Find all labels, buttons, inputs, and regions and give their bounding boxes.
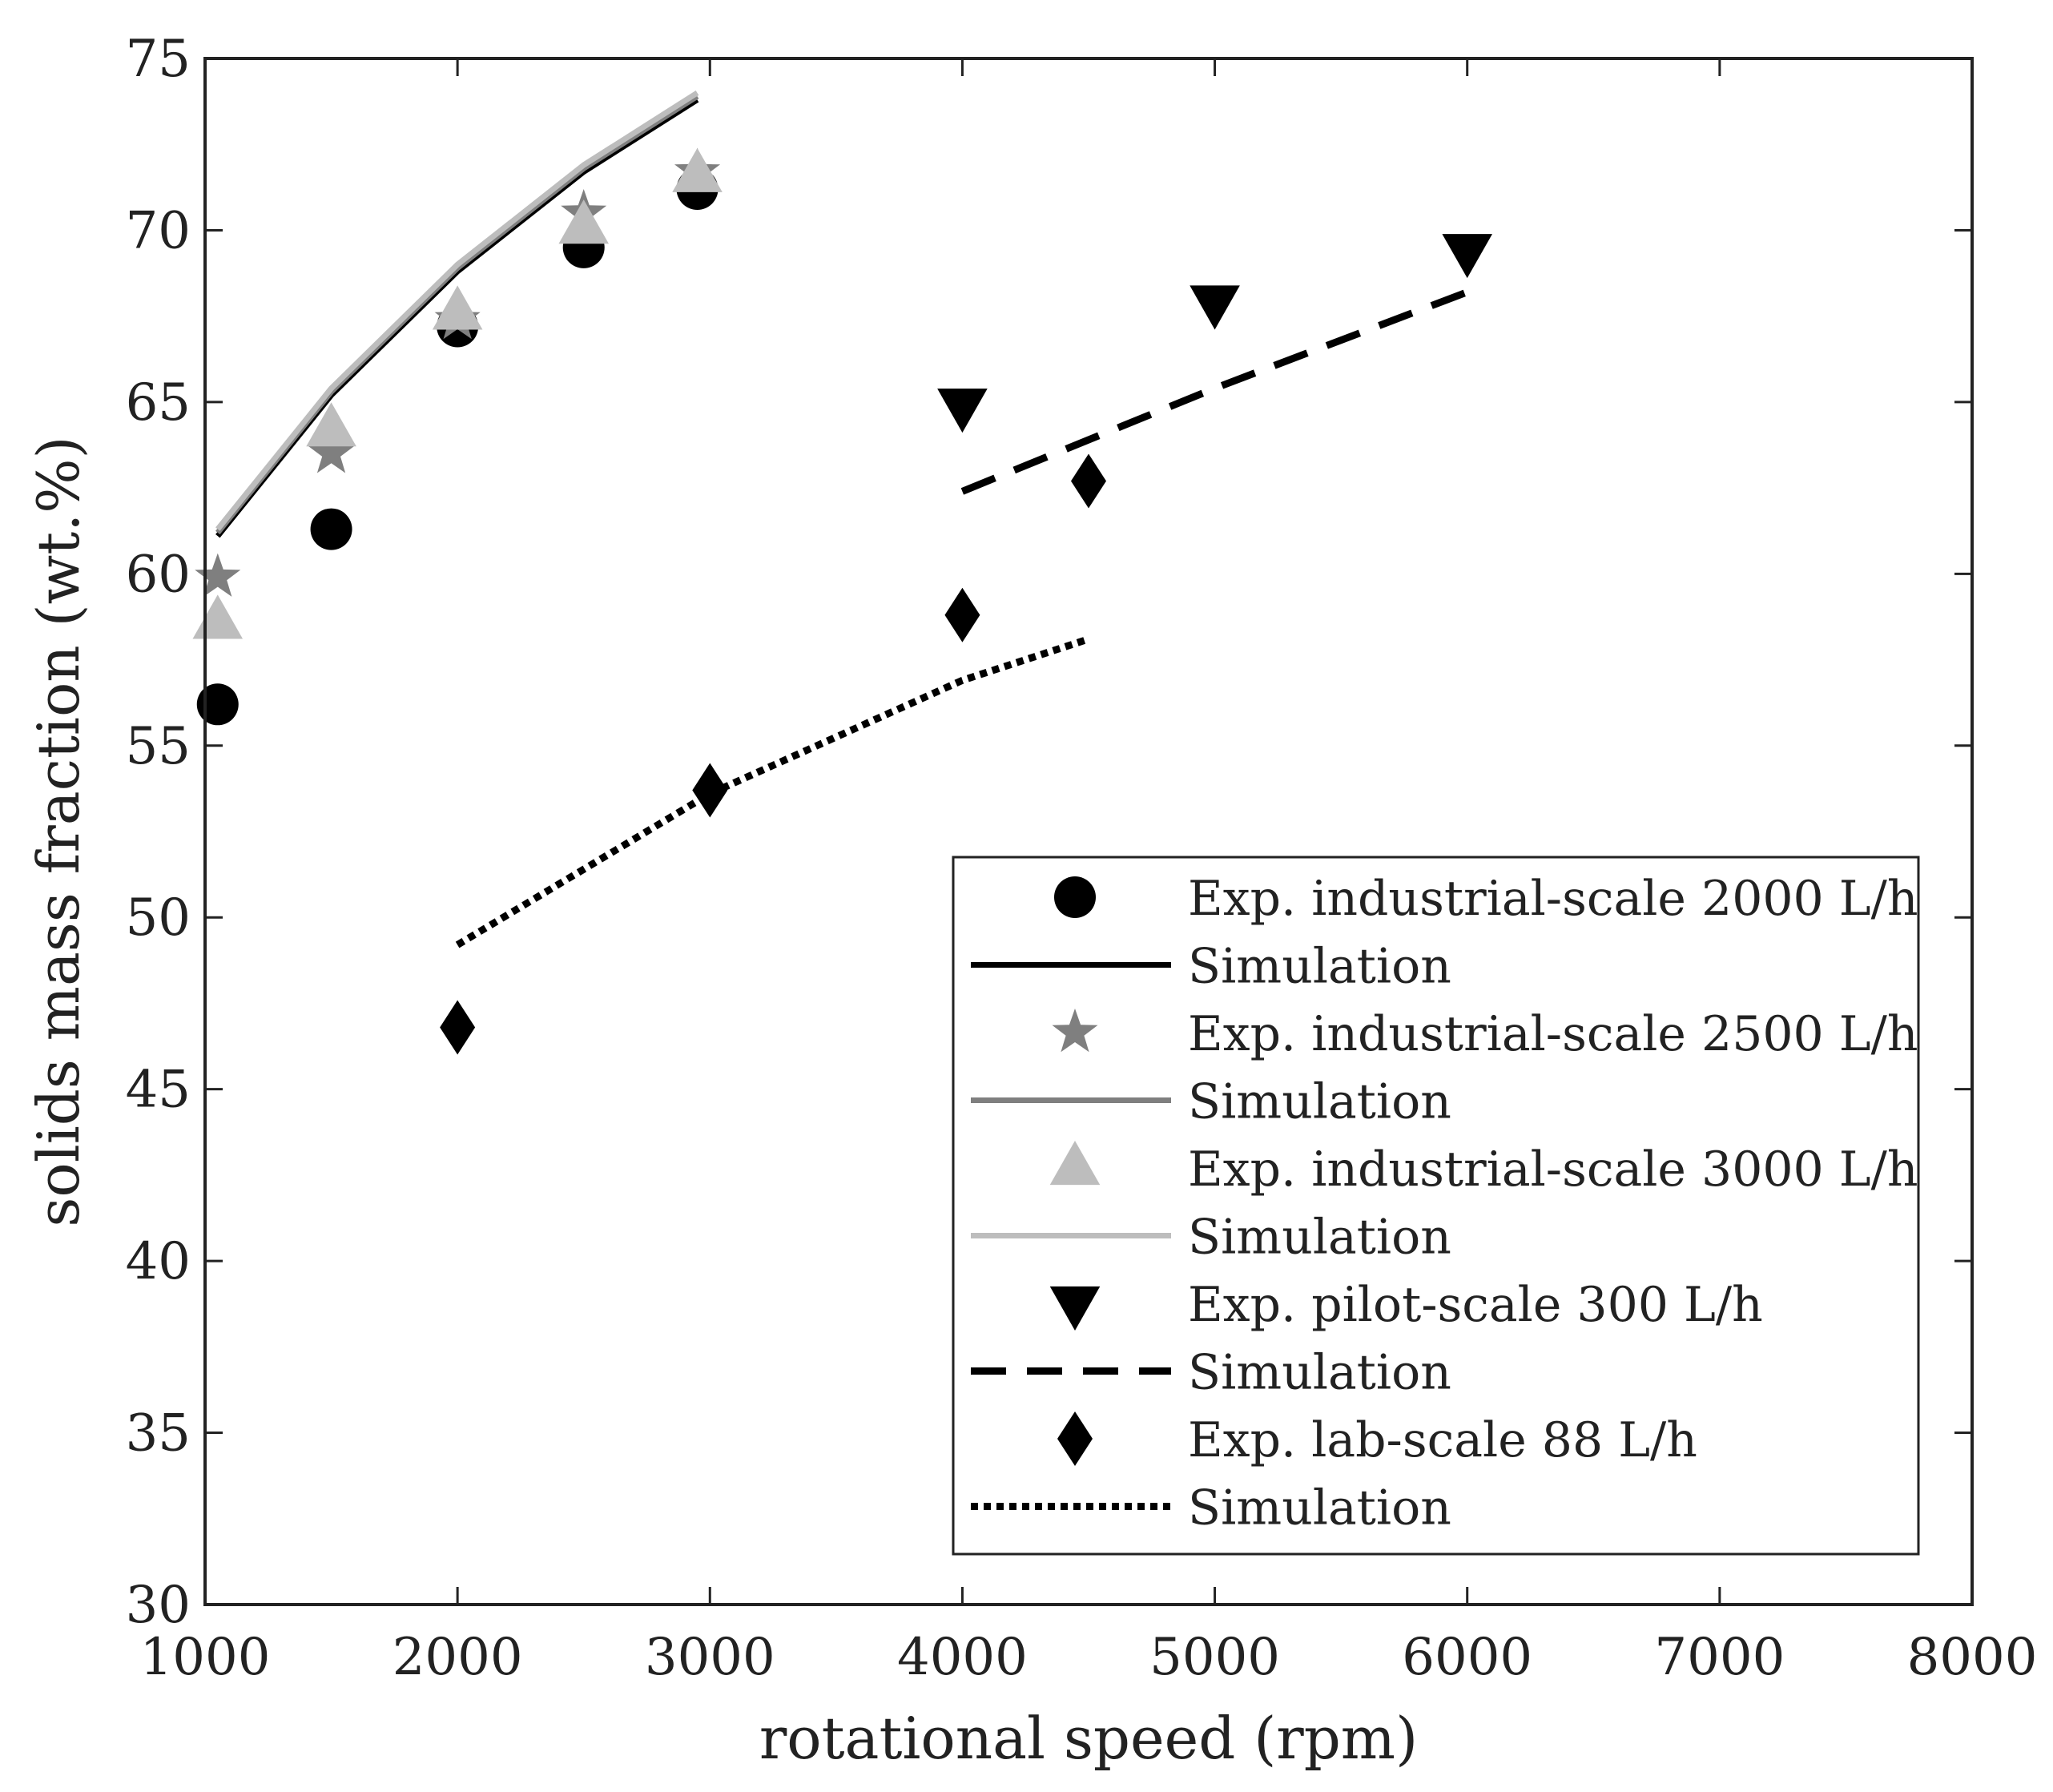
y-tick-label: 65: [126, 373, 191, 433]
legend-label: Simulation: [1188, 1074, 1451, 1130]
legend-label: Exp. industrial-scale 2500 L/h: [1188, 1006, 1918, 1062]
x-tick-label: 2000: [392, 1628, 523, 1687]
legend-box: [952, 856, 1920, 1556]
x-tick-label: 6000: [1402, 1628, 1532, 1687]
x-tick-label: 5000: [1149, 1628, 1280, 1687]
y-tick-labels: 30 35 40 45 50 55 60 65 70 75: [126, 30, 191, 1635]
plot-area-frame: [203, 57, 1974, 1606]
data-point-triangle-down: [1442, 234, 1492, 279]
x-tick-label: 3000: [645, 1628, 775, 1687]
legend-label: Simulation: [1188, 1345, 1451, 1401]
x-tick-labels: 1000 2000 3000 4000 5000 6000 7000 8000: [140, 1628, 2038, 1687]
legend-label: Simulation: [1188, 939, 1451, 995]
data-point-triangle-down: [1190, 285, 1240, 330]
y-tick-label: 55: [126, 717, 191, 776]
x-tick-label: 8000: [1907, 1628, 2038, 1687]
x-tick-label: 7000: [1654, 1628, 1785, 1687]
y-tick-label: 60: [126, 545, 191, 604]
legend-label: Exp. pilot-scale 300 L/h: [1188, 1277, 1763, 1333]
legend-marker-triangle-up: [1049, 1141, 1101, 1186]
legend-marker-star: [1052, 1009, 1098, 1053]
legend-label: Simulation: [1188, 1480, 1451, 1536]
y-tick-label: 45: [126, 1061, 191, 1120]
legend-label: Exp. industrial-scale 3000 L/h: [1188, 1142, 1918, 1198]
x-tick-label: 1000: [140, 1628, 271, 1687]
data-point-triangle-up: [558, 199, 609, 244]
x-tick-label: 4000: [897, 1628, 1028, 1687]
simulation-line-7: [960, 288, 1469, 495]
data-point-triangle-up: [192, 594, 244, 639]
legend-label: Exp. industrial-scale 2000 L/h: [1188, 871, 1918, 927]
data-point-diamond: [944, 587, 980, 642]
data-point-diamond: [1071, 453, 1106, 509]
y-tick-label: 30: [126, 1576, 191, 1635]
data-point-triangle-down: [937, 389, 988, 433]
legend-marker-triangle-down: [1049, 1286, 1101, 1331]
data-point-star: [308, 429, 355, 473]
data-point-triangle-up: [306, 402, 356, 447]
data-point-circle: [196, 683, 239, 726]
simulation-line-9: [455, 635, 1090, 948]
data-point-triangle-up: [432, 285, 483, 330]
data-point-diamond: [692, 763, 728, 818]
y-tick-label: 75: [126, 30, 191, 89]
legend-label: Exp. lab-scale 88 L/h: [1188, 1412, 1697, 1468]
simulation-line-5: [215, 90, 699, 531]
legend-label: Simulation: [1188, 1210, 1451, 1266]
x-axis-label: rotational speed (rpm): [759, 1705, 1418, 1772]
data-point-triangle-up: [672, 147, 723, 192]
y-tick-label: 35: [126, 1404, 191, 1464]
y-tick-label: 70: [126, 201, 191, 260]
legend: Exp. industrial-scale 2000 L/h Simulation…: [952, 856, 1920, 1556]
y-tick-label: 40: [126, 1232, 191, 1291]
y-axis-label: solids mass fraction (wt.%): [25, 436, 92, 1226]
data-point-star: [195, 553, 241, 597]
legend-marker-circle: [1054, 876, 1096, 918]
data-point-diamond: [440, 1000, 476, 1055]
data-point-circle: [310, 508, 352, 550]
legend-marker-diamond: [1057, 1411, 1093, 1466]
y-tick-label: 50: [126, 888, 191, 948]
